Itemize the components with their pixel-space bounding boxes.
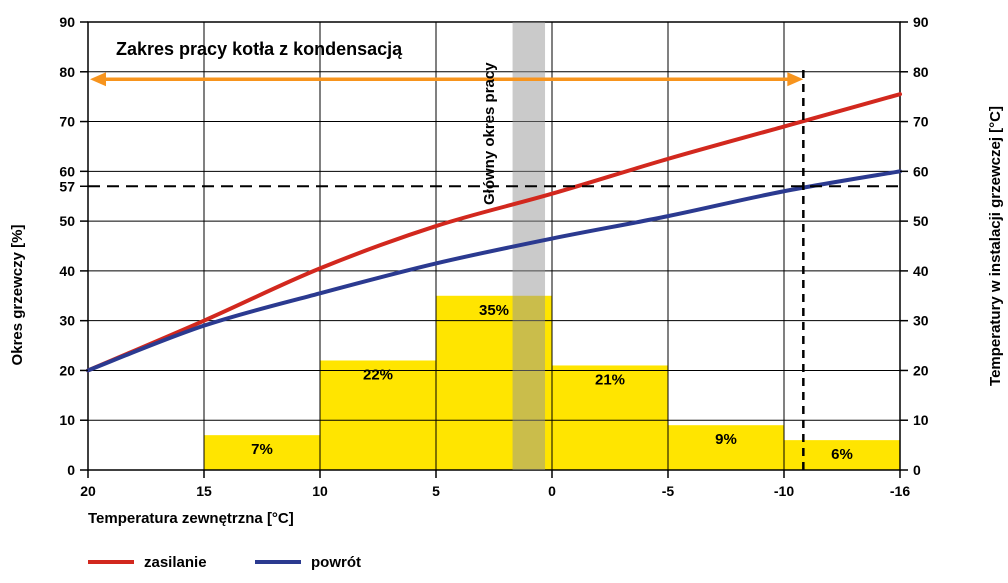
- y-tick-label-left: 10: [59, 412, 75, 428]
- range-arrow-head-left: [90, 72, 106, 87]
- y-tick-label-left: 30: [59, 313, 75, 329]
- bar-label: 21%: [595, 371, 625, 388]
- x-tick-label: 20: [80, 483, 96, 499]
- x-axis-title: Temperatura zewnętrzna [°C]: [88, 510, 294, 527]
- curves-layer: [86, 92, 902, 373]
- y-tick-label-right: 0: [913, 462, 921, 478]
- y-tick-label-right: 70: [913, 114, 929, 130]
- y-tick-label-57: 57: [59, 178, 75, 194]
- x-tick-label: -5: [662, 483, 675, 499]
- bars-layer: 7% 22% 35% 21% 9% 6%: [204, 295, 900, 470]
- legend-label-powrot: powrót: [311, 554, 361, 571]
- bar: [204, 435, 320, 470]
- x-tick-label: 0: [548, 483, 556, 499]
- bar: [320, 360, 436, 470]
- reference-lines-layer: [88, 70, 900, 470]
- x-tick-label: -16: [890, 483, 910, 499]
- bar: [552, 365, 668, 470]
- x-tick-label: 5: [432, 483, 440, 499]
- series-line-zasilanie: [86, 92, 902, 373]
- y-tick-label-left: 20: [59, 362, 75, 378]
- y-tick-label-left: 50: [59, 213, 75, 229]
- bar-label: 35%: [479, 302, 509, 319]
- series-line-powrot: [86, 169, 902, 373]
- bar-label: 22%: [363, 366, 393, 383]
- y-tick-label-right: 10: [913, 412, 929, 428]
- bar-label: 9%: [715, 431, 737, 448]
- chart-title: Zakres pracy kotła z kondensacją: [116, 39, 403, 59]
- y-tick-label-right: 80: [913, 64, 929, 80]
- main-period-label: Główny okres pracy: [481, 62, 498, 205]
- y-tick-label-left: 70: [59, 114, 75, 130]
- bar-label: 6%: [831, 446, 853, 463]
- legend-label-zasilanie: zasilanie: [144, 554, 207, 571]
- left-axis-title: Okres grzewczy [%]: [9, 225, 26, 366]
- bar-label: 7%: [251, 441, 273, 458]
- bar: [668, 425, 784, 470]
- y-tick-label-left: 90: [59, 14, 75, 30]
- y-tick-label-left: 80: [59, 64, 75, 80]
- y-tick-label-left: 0: [67, 462, 75, 478]
- x-tick-label: 10: [312, 483, 328, 499]
- y-tick-label-left: 40: [59, 263, 75, 279]
- plot-frame: [87, 21, 901, 471]
- y-tick-label-right: 30: [913, 313, 929, 329]
- y-tick-label-right: 60: [913, 163, 929, 179]
- right-axis-title: Temperatury w instalacji grzewczej [°C]: [987, 106, 1004, 386]
- y-tick-label-right: 20: [913, 362, 929, 378]
- y-tick-label-right: 50: [913, 213, 929, 229]
- y-tick-label-right: 90: [913, 14, 929, 30]
- y-tick-label-left: 60: [59, 163, 75, 179]
- x-tick-label: -10: [774, 483, 794, 499]
- y-tick-label-right: 40: [913, 263, 929, 279]
- grid-layer: [87, 21, 901, 471]
- x-tick-label: 15: [196, 483, 212, 499]
- range-arrow-head-right: [787, 72, 804, 87]
- range-arrow-layer: [90, 72, 804, 87]
- legend: zasilanie powrót: [88, 554, 361, 571]
